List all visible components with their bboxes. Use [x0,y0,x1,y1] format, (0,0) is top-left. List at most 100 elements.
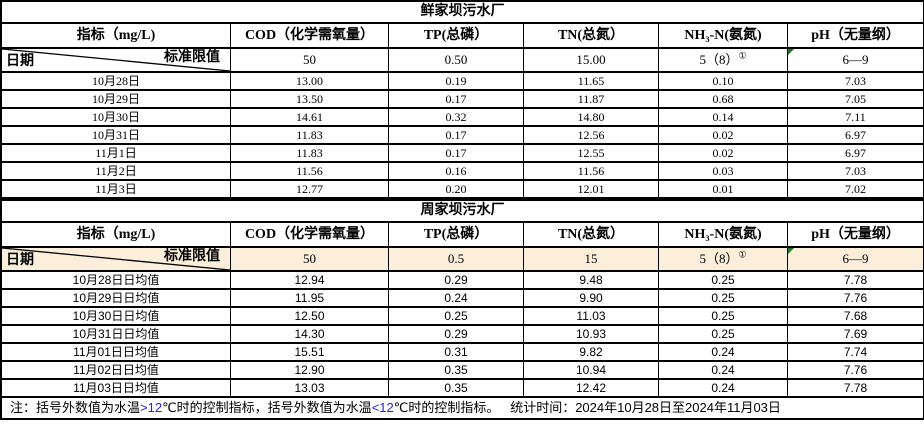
value-cell[interactable]: 7.05 [786,89,924,109]
column-header-tn[interactable]: TN(总氮） [523,22,659,49]
column-header-tp[interactable]: TP(总磷） [388,22,524,49]
date-cell[interactable]: 11月2日 [1,161,231,181]
value-cell[interactable]: 14.80 [523,107,659,127]
value-cell[interactable]: 7.68 [786,306,924,326]
value-cell[interactable]: 14.30 [230,324,389,344]
date-cell[interactable]: 10月30日 [1,107,231,127]
standard-limit-cell[interactable]: 6—9 [786,246,924,272]
value-cell[interactable]: 11.56 [230,161,389,181]
value-cell[interactable]: 0.02 [658,143,788,163]
value-cell[interactable]: 11.83 [230,125,389,145]
column-header-cod[interactable]: COD（化学需氧量） [230,22,389,49]
standard-limit-cell[interactable]: 0.50 [388,47,524,73]
footnote-cell[interactable]: 注：括号外数值为水温>12℃时的控制指标，括号外数值为水温<12℃时的控制指标。… [0,396,924,420]
value-cell[interactable]: 11.87 [523,89,659,109]
value-cell[interactable]: 11.56 [523,161,659,181]
value-cell[interactable]: 9.82 [523,342,659,362]
value-cell[interactable]: 0.10 [658,71,788,91]
value-cell[interactable]: 7.69 [786,324,924,344]
standard-limit-cell[interactable]: 50 [230,246,389,272]
value-cell[interactable]: 0.16 [388,161,524,181]
date-cell[interactable]: 11月03日日均值 [1,378,231,398]
column-header-ph[interactable]: pH（无量纲） [786,22,924,49]
value-cell[interactable]: 11.65 [523,71,659,91]
value-cell[interactable]: 0.35 [388,360,524,380]
column-header-cod[interactable]: COD（化学需氧量） [230,221,389,248]
value-cell[interactable]: 0.25 [388,306,524,326]
value-cell[interactable]: 7.76 [786,360,924,380]
column-header-ph[interactable]: pH（无量纲） [786,221,924,248]
date-cell[interactable]: 10月31日日均值 [1,324,231,344]
value-cell[interactable]: 12.77 [230,179,389,199]
value-cell[interactable]: 10.93 [523,324,659,344]
indicator-header-cell[interactable]: 指标（mg/L) [1,221,231,248]
value-cell[interactable]: 6.97 [786,125,924,145]
date-cell[interactable]: 10月30日日均值 [1,306,231,326]
indicator-header-cell[interactable]: 指标（mg/L) [1,22,231,49]
standard-limit-cell[interactable]: 15.00 [523,47,659,73]
standard-limit-cell[interactable]: 5（8）① [658,47,788,73]
value-cell[interactable]: 11.95 [230,288,389,308]
value-cell[interactable]: 0.68 [658,89,788,109]
value-cell[interactable]: 9.48 [523,270,659,290]
value-cell[interactable]: 12.90 [230,360,389,380]
value-cell[interactable]: 0.25 [658,306,788,326]
value-cell[interactable]: 13.50 [230,89,389,109]
value-cell[interactable]: 11.83 [230,143,389,163]
value-cell[interactable]: 15.51 [230,342,389,362]
value-cell[interactable]: 12.01 [523,179,659,199]
value-cell[interactable]: 12.94 [230,270,389,290]
value-cell[interactable]: 0.03 [658,161,788,181]
value-cell[interactable]: 6.97 [786,143,924,163]
date-cell[interactable]: 11月01日日均值 [1,342,231,362]
value-cell[interactable]: 7.11 [786,107,924,127]
column-header-nh3n[interactable]: NH₃-N(氨氮) [658,221,788,248]
date-cell[interactable]: 10月29日 [1,89,231,109]
value-cell[interactable]: 12.56 [523,125,659,145]
value-cell[interactable]: 7.76 [786,288,924,308]
value-cell[interactable]: 0.35 [388,378,524,398]
column-header-nh3n[interactable]: NH₃-N(氨氮) [658,22,788,49]
value-cell[interactable]: 0.01 [658,179,788,199]
value-cell[interactable]: 7.78 [786,378,924,398]
value-cell[interactable]: 7.03 [786,71,924,91]
date-cell[interactable]: 10月28日 [1,71,231,91]
value-cell[interactable]: 11.03 [523,306,659,326]
value-cell[interactable]: 0.17 [388,89,524,109]
corner-cell[interactable]: 日期 标准限值 [1,47,231,73]
value-cell[interactable]: 12.55 [523,143,659,163]
value-cell[interactable]: 0.20 [388,179,524,199]
date-cell[interactable]: 10月29日日均值 [1,288,231,308]
value-cell[interactable]: 0.14 [658,107,788,127]
value-cell[interactable]: 0.29 [388,324,524,344]
standard-limit-cell[interactable]: 6—9 [786,47,924,73]
value-cell[interactable]: 0.24 [388,288,524,308]
value-cell[interactable]: 0.32 [388,107,524,127]
date-cell[interactable]: 10月31日 [1,125,231,145]
value-cell[interactable]: 12.50 [230,306,389,326]
value-cell[interactable]: 0.29 [388,270,524,290]
date-cell[interactable]: 11月02日日均值 [1,360,231,380]
value-cell[interactable]: 14.61 [230,107,389,127]
plant-title[interactable]: 周家坝污水厂 [0,199,924,223]
value-cell[interactable]: 13.00 [230,71,389,91]
value-cell[interactable]: 0.25 [658,324,788,344]
value-cell[interactable]: 9.90 [523,288,659,308]
standard-limit-cell[interactable]: 50 [230,47,389,73]
value-cell[interactable]: 12.42 [523,378,659,398]
value-cell[interactable]: 0.25 [658,270,788,290]
column-header-tn[interactable]: TN(总氮） [523,221,659,248]
value-cell[interactable]: 10.94 [523,360,659,380]
value-cell[interactable]: 0.24 [658,378,788,398]
value-cell[interactable]: 7.03 [786,161,924,181]
value-cell[interactable]: 0.02 [658,125,788,145]
value-cell[interactable]: 7.02 [786,179,924,199]
standard-limit-cell[interactable]: 15 [523,246,659,272]
date-cell[interactable]: 11月1日 [1,143,231,163]
column-header-tp[interactable]: TP(总磷） [388,221,524,248]
value-cell[interactable]: 0.17 [388,125,524,145]
value-cell[interactable]: 0.19 [388,71,524,91]
plant-title[interactable]: 鲜家坝污水厂 [0,0,924,24]
value-cell[interactable]: 0.24 [658,360,788,380]
date-cell[interactable]: 10月28日日均值 [1,270,231,290]
